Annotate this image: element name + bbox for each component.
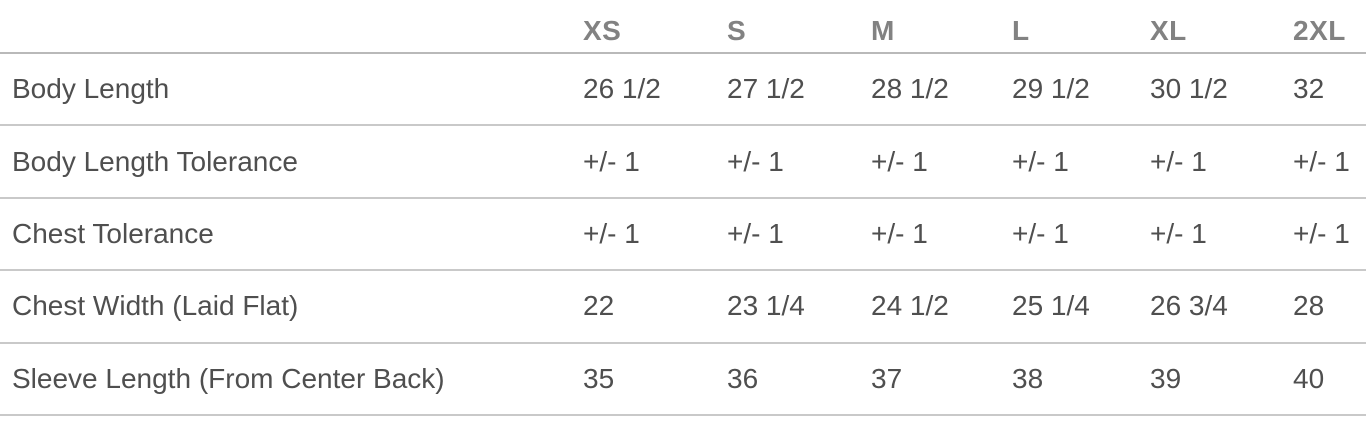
size-value: 28 1/2 [859, 53, 1000, 127]
size-value: 38 [1000, 342, 1138, 416]
corner-cell [0, 0, 571, 54]
size-value: +/- 1 [1000, 197, 1138, 272]
size-value: 32 [1281, 53, 1366, 127]
size-header-s: S [715, 0, 859, 54]
size-chart-table: XS S M L XL 2XL Body Length 26 1/2 27 1/… [0, 0, 1366, 416]
row-label: Chest Width (Laid Flat) [0, 270, 571, 344]
size-header-xl: XL [1138, 0, 1281, 54]
size-value: +/- 1 [1281, 197, 1366, 272]
table-row-body-length-tolerance: Body Length Tolerance +/- 1 +/- 1 +/- 1 … [0, 125, 1366, 199]
row-label: Chest Tolerance [0, 197, 571, 272]
size-value: 23 1/4 [715, 270, 859, 344]
size-value: 30 1/2 [1138, 53, 1281, 127]
size-value: 35 [571, 342, 715, 416]
size-value: 28 [1281, 270, 1366, 344]
size-value: 37 [859, 342, 1000, 416]
size-value: 24 1/2 [859, 270, 1000, 344]
table-row-chest-width: Chest Width (Laid Flat) 22 23 1/4 24 1/2… [0, 270, 1366, 344]
size-value: +/- 1 [1281, 125, 1366, 199]
size-value: 39 [1138, 342, 1281, 416]
size-header-xs: XS [571, 0, 715, 54]
size-value: +/- 1 [715, 197, 859, 272]
size-value: +/- 1 [859, 125, 1000, 199]
size-value: +/- 1 [859, 197, 1000, 272]
row-label: Body Length [0, 53, 571, 127]
size-value: 22 [571, 270, 715, 344]
size-header-m: M [859, 0, 1000, 54]
row-label: Body Length Tolerance [0, 125, 571, 199]
size-header-l: L [1000, 0, 1138, 54]
size-value: +/- 1 [571, 197, 715, 272]
row-label: Sleeve Length (From Center Back) [0, 342, 571, 416]
size-header-2xl: 2XL [1281, 0, 1366, 54]
size-value: 26 1/2 [571, 53, 715, 127]
size-value: 40 [1281, 342, 1366, 416]
size-value: 26 3/4 [1138, 270, 1281, 344]
size-value: +/- 1 [571, 125, 715, 199]
size-value: 29 1/2 [1000, 53, 1138, 127]
size-value: 36 [715, 342, 859, 416]
size-value: +/- 1 [1138, 125, 1281, 199]
size-value: +/- 1 [1000, 125, 1138, 199]
table-row-body-length: Body Length 26 1/2 27 1/2 28 1/2 29 1/2 … [0, 53, 1366, 127]
size-value: 27 1/2 [715, 53, 859, 127]
size-value: 25 1/4 [1000, 270, 1138, 344]
table-row-sleeve-length: Sleeve Length (From Center Back) 35 36 3… [0, 342, 1366, 416]
size-value: +/- 1 [715, 125, 859, 199]
table-row-chest-tolerance: Chest Tolerance +/- 1 +/- 1 +/- 1 +/- 1 … [0, 197, 1366, 272]
size-header-row: XS S M L XL 2XL [0, 0, 1366, 54]
size-value: +/- 1 [1138, 197, 1281, 272]
